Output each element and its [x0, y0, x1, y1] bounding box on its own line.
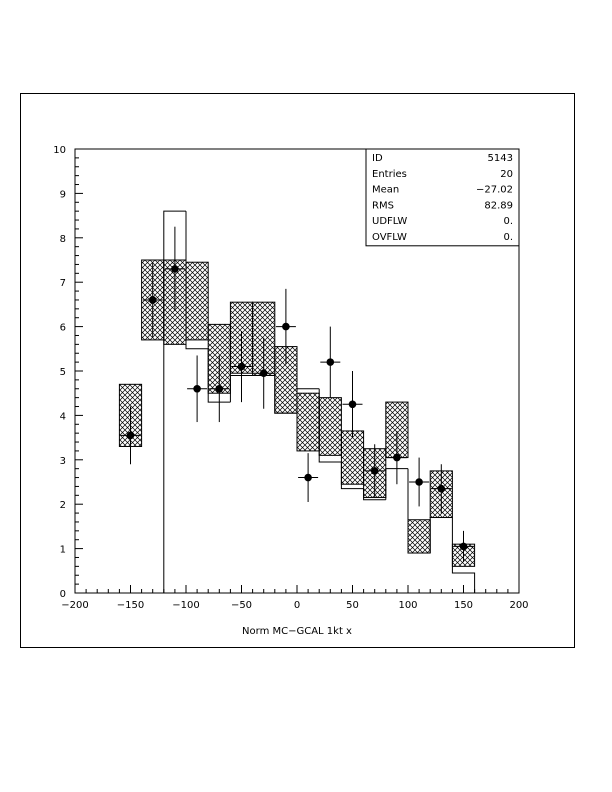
stats-row: ID 5143 — [372, 153, 513, 164]
x-axis-title: Norm MC−GCAL 1kt x — [242, 626, 352, 637]
stats-label: Mean — [372, 185, 399, 196]
y-tick-label: 1 — [60, 545, 66, 556]
axis-ticks: −200 −150 −100 −50 0 50 100 150 200 0 1 2 3 4 5 6 7 8 9 10 — [53, 145, 528, 611]
x-tick-label: 0 — [294, 600, 300, 611]
data-point-8 — [298, 453, 319, 502]
data-point-4 — [209, 355, 230, 423]
y-tick-label: 2 — [60, 500, 66, 511]
stats-value: 0. — [503, 216, 513, 227]
x-tick-label: 50 — [346, 600, 359, 611]
data-point-1 — [142, 262, 163, 338]
data-point-14 — [431, 464, 452, 514]
stats-value: 0. — [503, 232, 513, 243]
figure-frame — [20, 93, 575, 648]
y-tick-label: 9 — [60, 189, 66, 200]
x-tick-label: −50 — [231, 600, 252, 611]
stats-label: Entries — [372, 169, 407, 180]
data-point-12 — [386, 430, 407, 485]
mc-band-3 — [185, 261, 209, 341]
data-point-2 — [164, 226, 185, 312]
stats-label: OVFLW — [372, 232, 407, 243]
y-tick-label: 4 — [60, 411, 66, 422]
data-point-15 — [453, 530, 474, 562]
mc-band-9 — [318, 397, 342, 456]
data-point-11 — [364, 444, 385, 498]
stats-label: ID — [372, 153, 383, 164]
data-point-10 — [342, 371, 363, 438]
data-point-0 — [120, 406, 141, 465]
y-tick-label: 7 — [60, 278, 66, 289]
stats-row: RMS 82.89 — [372, 200, 513, 211]
stats-value: −27.02 — [476, 185, 513, 196]
mc-band-13 — [407, 519, 431, 554]
y-tick-label: 10 — [53, 145, 66, 156]
stats-label: UDFLW — [372, 216, 407, 227]
stats-row: UDFLW 0. — [372, 216, 513, 227]
x-tick-label: −100 — [172, 600, 199, 611]
data-point-9 — [320, 326, 341, 398]
y-tick-label: 0 — [60, 589, 66, 600]
stats-row: Mean −27.02 — [372, 185, 513, 196]
data-point-13 — [409, 457, 430, 507]
x-tick-label: −200 — [61, 600, 88, 611]
x-tick-label: 200 — [509, 600, 528, 611]
mc-band-10 — [340, 430, 365, 485]
mc-band-8 — [296, 392, 320, 452]
y-tick-label: 3 — [60, 456, 66, 467]
y-tick-label: 6 — [60, 323, 66, 334]
x-tick-label: 150 — [454, 600, 473, 611]
data-point-6 — [253, 337, 274, 409]
stats-value: 20 — [500, 169, 513, 180]
stats-row: OVFLW 0. — [372, 232, 513, 243]
data-point-5 — [231, 331, 252, 403]
data-point-3 — [187, 355, 208, 423]
x-tick-label: 100 — [398, 600, 417, 611]
stats-box: ID 5143 Entries 20 Mean −27.02 RMS 82.89 UDFLW 0.… — [365, 148, 520, 247]
data-points — [120, 226, 474, 562]
stats-label: RMS — [372, 200, 394, 211]
stats-value: 5143 — [488, 153, 513, 164]
data-point-7 — [275, 288, 296, 365]
x-tick-label: −150 — [117, 600, 144, 611]
y-tick-label: 8 — [60, 234, 66, 245]
stats-row: Entries 20 — [372, 169, 513, 180]
y-tick-label: 5 — [60, 367, 66, 378]
stats-value: 82.89 — [484, 200, 513, 211]
